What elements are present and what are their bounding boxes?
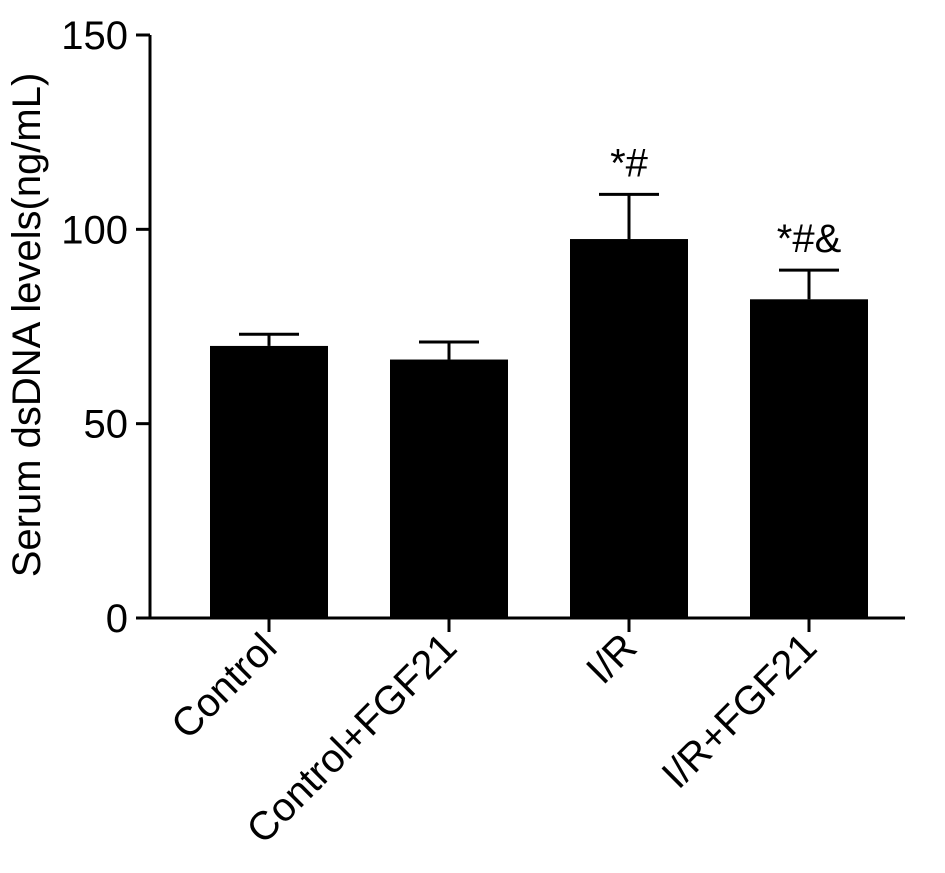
y-tick-label: 100 [61, 208, 128, 252]
y-tick-label: 0 [106, 597, 128, 641]
y-axis: 0 50 100 150 [61, 14, 152, 641]
x-tick-label: Control [163, 625, 285, 747]
y-axis-label: Serum dsDNA levels(ng/mL) [5, 73, 49, 578]
x-tick-label: I/R+FGF21 [654, 625, 826, 797]
bar [210, 345, 328, 618]
significance-label: *#& [777, 217, 842, 261]
x-tick-label: I/R [578, 625, 645, 692]
bars-group: *# *#& [210, 141, 868, 619]
y-tick-label: 50 [84, 403, 129, 447]
significance-label: *# [610, 141, 649, 185]
y-tick-label: 150 [61, 14, 128, 58]
bar [390, 359, 508, 618]
bar [570, 239, 688, 619]
bar [750, 299, 868, 618]
